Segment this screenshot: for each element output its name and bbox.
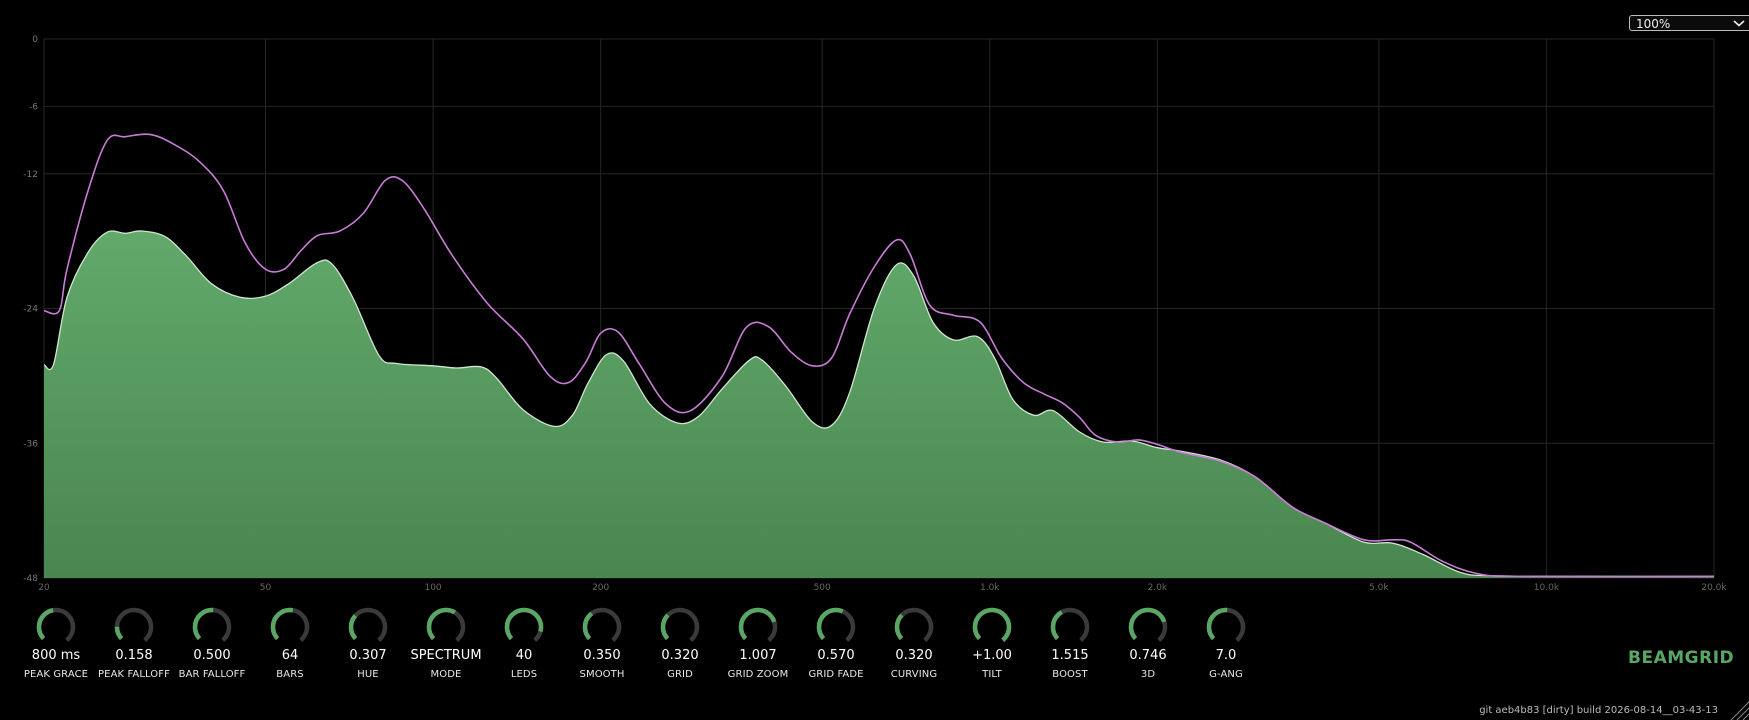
knob-value: 0.307 — [349, 648, 387, 663]
knob-g-ang[interactable]: 7.0 G-ANG — [1187, 604, 1265, 689]
knob-label: GRID ZOOM — [727, 669, 789, 680]
knob-value: 0.746 — [1129, 648, 1167, 663]
knob-label: BOOST — [1052, 669, 1088, 680]
zoom-select[interactable]: 100% — [1629, 15, 1749, 31]
x-tick-label: 5.0k — [1369, 583, 1389, 593]
knob-label: 3D — [1140, 669, 1156, 680]
spectrum-area — [44, 230, 1714, 578]
x-tick-label: 500 — [814, 583, 831, 593]
brand-logo: BEAMGRID — [1628, 648, 1735, 668]
spectrum-outline — [43, 230, 1715, 577]
knob-dial — [504, 607, 544, 644]
knob-grid-fade[interactable]: 0.570 GRID FADE — [797, 604, 875, 689]
knob-label: BAR FALLOFF — [178, 669, 246, 680]
x-tick-label: 50 — [260, 583, 272, 593]
knob-value: 40 — [515, 648, 533, 663]
knob-dial — [270, 607, 310, 644]
y-tick-label: -48 — [23, 574, 38, 584]
knob-peak-grace[interactable]: 800 ms PEAK GRACE — [17, 604, 95, 689]
knob-label: BARS — [276, 669, 304, 680]
knob-dial — [894, 607, 934, 644]
knob-grid[interactable]: 0.320 GRID — [641, 604, 719, 689]
knob-value: +1.00 — [972, 648, 1012, 663]
knob-dial — [426, 607, 466, 644]
x-tick-label: 1.0k — [980, 583, 1000, 593]
knob-label: G-ANG — [1209, 669, 1243, 680]
knob-dial — [1206, 607, 1246, 644]
knob-label: GRID — [667, 669, 693, 680]
x-tick-label: 20.0k — [1701, 583, 1727, 593]
knob-leds[interactable]: 40 LEDS — [485, 604, 563, 689]
knob-label: TILT — [982, 669, 1002, 680]
knob-bars[interactable]: 64 BARS — [251, 604, 329, 689]
x-tick-label: 2.0k — [1148, 583, 1168, 593]
chevron-down-icon — [1733, 20, 1745, 27]
knob-value: 0.570 — [817, 648, 855, 663]
knob-tilt[interactable]: +1.00 TILT — [953, 604, 1031, 689]
y-tick-label: -6 — [29, 102, 38, 112]
knob-label: PEAK GRACE — [23, 669, 89, 680]
knob-value: 0.158 — [115, 648, 153, 663]
resize-grip-icon[interactable] — [1727, 698, 1749, 720]
knob-value: 64 — [281, 648, 299, 663]
y-tick-label: -12 — [23, 170, 38, 180]
knob-boost[interactable]: 1.515 BOOST — [1031, 604, 1109, 689]
knob-value: 0.350 — [583, 648, 621, 663]
build-info: git aeb4b83 [dirty] build 2026-08-14__03… — [1479, 705, 1718, 716]
knob-dial — [738, 607, 778, 644]
x-tick-label: 200 — [592, 583, 609, 593]
knob-label: SMOOTH — [579, 669, 625, 680]
knob-label: LEDS — [510, 669, 538, 680]
knob-dial — [816, 607, 856, 644]
knob-dial — [114, 607, 154, 644]
y-tick-label: -24 — [23, 305, 38, 315]
knob-value: SPECTRUM — [410, 648, 482, 663]
knob-label: GRID FADE — [808, 669, 864, 680]
knob-value: 0.500 — [193, 648, 231, 663]
x-tick-label: 10.0k — [1534, 583, 1560, 593]
knob-dial — [972, 607, 1012, 644]
knob-value: 7.0 — [1215, 648, 1237, 663]
knob-dial — [660, 607, 700, 644]
knob-value: 1.007 — [739, 648, 777, 663]
knob-hue[interactable]: 0.307 HUE — [329, 604, 407, 689]
knob-value: 0.320 — [895, 648, 933, 663]
peak-line — [43, 133, 1715, 578]
knob-label: MODE — [430, 669, 462, 680]
knob-value: 800 ms — [31, 648, 81, 663]
x-tick-label: 20 — [38, 583, 50, 593]
knob-label: CURVING — [890, 669, 938, 680]
knob-bar-falloff[interactable]: 0.500 BAR FALLOFF — [173, 604, 251, 689]
knob-grid-zoom[interactable]: 1.007 GRID ZOOM — [719, 604, 797, 689]
knob-curving[interactable]: 0.320 CURVING — [875, 604, 953, 689]
knob-value: 1.515 — [1051, 648, 1089, 663]
knob-3d[interactable]: 0.746 3D — [1109, 604, 1187, 689]
knob-dial — [36, 607, 76, 644]
zoom-value: 100% — [1636, 17, 1671, 31]
knob-value: 0.320 — [661, 648, 699, 663]
knob-dial — [192, 607, 232, 644]
knob-dial — [1050, 607, 1090, 644]
knob-dial — [582, 607, 622, 644]
knob-label: PEAK FALLOFF — [98, 669, 170, 680]
x-tick-label: 100 — [424, 583, 441, 593]
knob-mode[interactable]: SPECTRUM MODE — [407, 604, 485, 689]
knob-dial — [348, 607, 388, 644]
knob-peak-falloff[interactable]: 0.158 PEAK FALLOFF — [95, 604, 173, 689]
knob-label: HUE — [357, 669, 379, 680]
y-tick-label: 0 — [32, 35, 38, 45]
knob-smooth[interactable]: 0.350 SMOOTH — [563, 604, 641, 689]
y-tick-label: -36 — [23, 439, 38, 449]
knob-dial — [1128, 607, 1168, 644]
